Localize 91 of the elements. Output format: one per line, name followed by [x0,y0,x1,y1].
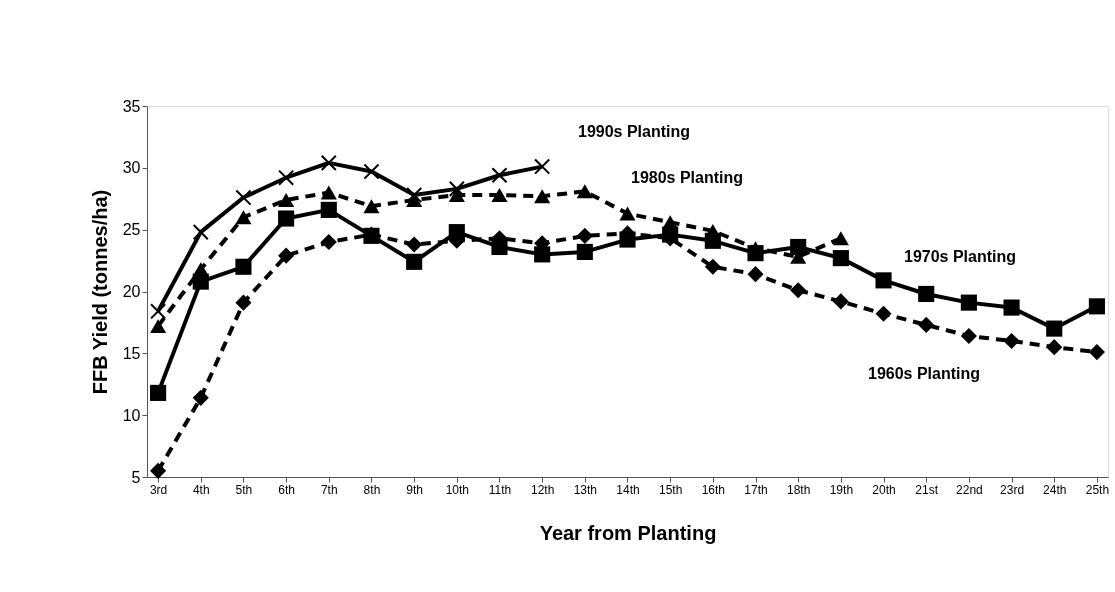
x-tick-label: 22nd [956,482,983,497]
x-tick-label: 7th [320,482,338,497]
x-tick-label: 13th [573,482,598,497]
y-tick-label: 5 [131,468,141,486]
y-tick-label: 35 [122,97,141,115]
point [918,285,935,303]
x-tick-label: 24th [1043,482,1067,497]
x-tick-label: 11th [488,482,512,497]
x-tick-label: 12th [530,482,555,497]
point [1088,298,1105,315]
point [278,210,295,227]
point [576,184,593,199]
series-label: 1960s Planting [867,365,981,382]
point [576,227,593,244]
point [1003,299,1020,316]
point [192,273,209,290]
point [832,231,849,246]
point [960,294,977,311]
point [704,258,721,275]
point [150,462,167,479]
point [320,233,337,251]
point [363,199,380,214]
point [448,180,465,197]
x-tick-label: 4th [192,482,210,497]
point [406,186,423,204]
point [320,201,337,218]
x-tick-label: 6th [278,482,295,497]
point [1003,332,1020,350]
series-label: 1970s Planting [903,248,1017,265]
point [235,258,252,275]
point [406,253,423,270]
point [235,210,252,225]
point [406,236,423,253]
point [747,245,764,262]
point [832,250,849,267]
point [235,294,252,311]
point [832,293,849,310]
x-tick-label: 21st [915,482,939,497]
point [278,169,295,186]
point [1046,320,1063,337]
point [150,319,167,334]
x-tick-label: 8th [363,482,381,497]
x-tick-label: 14th [616,482,640,497]
point [790,238,807,256]
point [1046,339,1063,356]
point [491,167,508,184]
point [534,189,551,204]
point [790,282,807,299]
y-tick-label: 15 [122,344,141,362]
x-tick-label: 16th [701,482,726,497]
point [747,266,764,283]
point [619,206,636,221]
point [150,303,167,320]
x-tick-label: 23rd [1000,482,1025,497]
point [875,272,892,289]
x-tick-label: 15th [658,482,683,497]
x-tick-label: 19th [829,482,854,497]
point [363,163,380,180]
point [1088,344,1105,361]
x-tick-label: 9th [406,482,423,497]
point [704,232,721,249]
y-tick-label: 10 [122,406,141,424]
point [278,193,295,207]
x-tick-label: 3rd [149,482,168,497]
point [320,154,337,171]
series-label: 1980s Planting [630,169,744,186]
y-tick-label: 30 [122,159,141,177]
point [278,247,295,264]
point [534,158,551,175]
x-tick-label: 20th [872,482,896,497]
point [918,316,935,333]
point [235,189,252,206]
point [150,384,167,401]
text: 1990s Planting [577,123,691,140]
x-tick-label: 18th [787,482,811,497]
point [192,389,209,406]
y-tick-label: 20 [122,283,141,300]
y-tick-label: 25 [122,221,141,239]
point [192,224,209,241]
point [576,243,593,260]
x-tick-label: 17th [744,482,768,497]
point [320,185,337,200]
x-tick-label: 10th [445,482,469,497]
x-tick-label: 25th [1085,482,1110,497]
point [448,188,465,203]
point [960,327,977,345]
y-axis-title: FFB Yield (tonnes/ha) [88,189,111,395]
x-tick-label: 5th [235,482,253,497]
point [875,305,892,322]
x-axis-title: Year from Planting [539,521,717,544]
point [491,188,508,203]
